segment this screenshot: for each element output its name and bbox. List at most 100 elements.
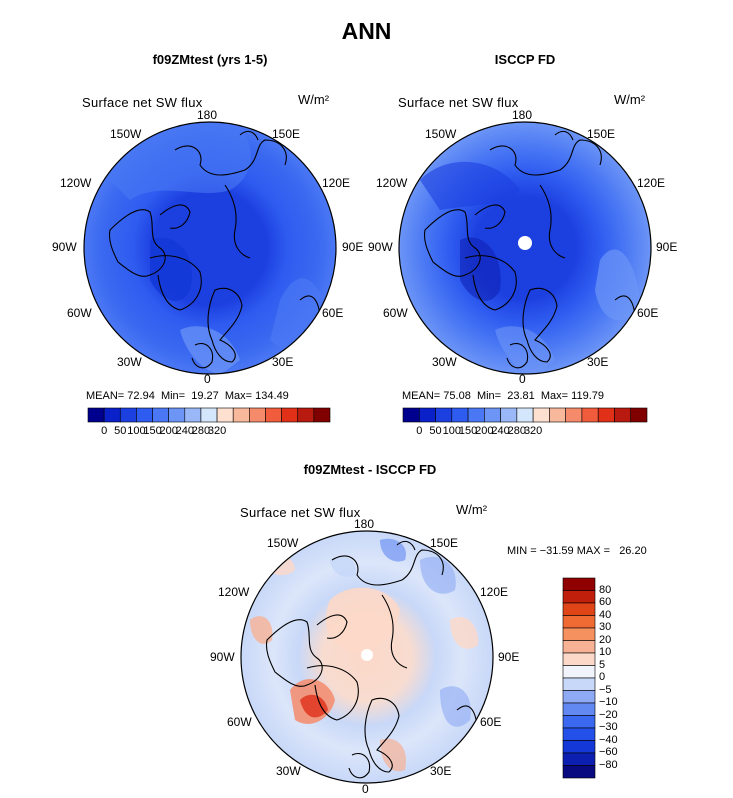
lon-label: 90W [210,650,235,664]
max-value: 134.49 [255,390,289,402]
colorbar-swatch [136,407,153,423]
lon-label: 120W [376,176,408,190]
lon-label: 180 [197,108,218,122]
lon-label: 30E [587,355,609,369]
map-obs [398,121,652,375]
stats-obs: MEAN= 75.08 Min= 23.81 Max= 119.79 [402,390,604,402]
variable-name-diff: Surface net SW flux [240,505,361,520]
colorbar-swatch [562,752,596,766]
colorbar-swatch [249,407,266,423]
units-diff: W/m² [456,502,488,517]
colorbar-swatch [562,715,596,729]
min-label: Min= [476,390,502,402]
colorbar-swatch [435,407,453,423]
colorbar-label: −20 [599,708,618,721]
colorbar-label: −5 [599,683,612,696]
colorbar-label: 280 [507,425,527,437]
lon-label: 30E [272,355,294,369]
colorbar-swatch [451,407,469,423]
colorbar-swatch [484,407,501,423]
colorbar-label: 320 [207,425,227,437]
colorbar-swatch [516,407,534,423]
colorbar-label: 280 [191,425,211,437]
lon-label: 150W [110,127,142,141]
colorbar-swatch [562,677,596,691]
max-label: Max= [540,390,569,402]
colorbar-swatch [87,407,105,423]
lon-label: 120W [60,176,92,190]
colorbar-label: −40 [599,733,618,746]
colorbar-swatch [232,407,250,423]
lon-label: 60E [637,306,659,320]
stats-diff: MIN = −31.59 MAX = 26.20 [507,545,647,557]
colorbar-label: 100 [442,425,461,437]
colorbar-swatch [562,627,596,641]
map-diff [240,530,494,784]
lon-label: 150E [272,127,301,141]
colorbar-swatch [565,407,583,423]
colorbar-label: 80 [599,583,612,596]
units-obs: W/m² [614,92,646,107]
colorbar-swatch [562,640,596,654]
colorbar-label: −10 [599,696,618,708]
colorbar-swatch [562,702,596,716]
lon-label: 150E [587,127,616,141]
colorbar-swatch [532,407,550,423]
colorbar-label: −30 [599,721,618,733]
colorbar-swatch [562,690,596,704]
variable-name-obs: Surface net SW flux [398,95,519,110]
map-model [83,121,337,375]
lon-label: 120E [480,585,509,599]
mean-label: MEAN= [86,390,125,402]
colorbar-label: 200 [159,425,178,437]
lon-label: 0 [204,372,211,386]
mean-label: MEAN= [402,390,441,402]
colorbar-obs [402,407,648,423]
colorbar-label: 50 [429,425,442,437]
colorbar-swatch [597,407,615,423]
colorbar-swatch [562,765,596,779]
min-label: Min= [160,390,186,402]
lon-label: 120E [322,176,351,190]
min-value: 19.27 [191,390,219,402]
lon-label: 60E [480,715,502,729]
colorbar-label: 150 [458,425,478,437]
colorbar-label: 200 [475,425,494,437]
lon-label: 0 [362,782,369,796]
lon-label: 30W [117,355,142,369]
colorbar-swatch [581,407,599,423]
colorbar-swatch [119,407,137,423]
stats-model: MEAN= 72.94 Min= 19.27 Max= 134.49 [86,390,289,402]
colorbar-swatch [184,407,202,423]
colorbar-swatch [549,407,566,423]
variable-name-model: Surface net SW flux [82,95,203,110]
colorbar-swatch [614,407,632,423]
lon-label: 90W [52,240,77,254]
colorbar-label: −60 [599,746,618,758]
colorbar-swatch [562,590,596,604]
colorbar-swatch [297,407,315,423]
colorbar-swatch [216,407,234,423]
lon-label: 180 [512,108,533,122]
colorbar-label: 50 [114,425,127,437]
colorbar-label: 10 [599,646,612,658]
colorbar-swatch [562,602,596,616]
lon-label: 150W [425,127,457,141]
colorbar-swatch [562,577,596,591]
lon-label: 60W [67,306,92,320]
lon-label: 60W [227,715,252,729]
colorbar-label: −80 [599,758,618,771]
colorbar-label: 240 [491,425,510,437]
panel-title-obs: ISCCP FD [494,52,556,67]
lon-label: 120W [218,585,250,599]
max-value: 119.79 [571,390,604,402]
colorbar-label: 0 [599,671,606,683]
colorbar-swatch [200,407,218,423]
lon-label: 30W [432,355,457,369]
lon-label: 60W [383,306,408,320]
colorbar-swatch [168,407,186,423]
colorbar-label: 60 [599,596,612,608]
colorbar-swatch [313,407,331,423]
colorbar-label: 0 [416,425,423,437]
